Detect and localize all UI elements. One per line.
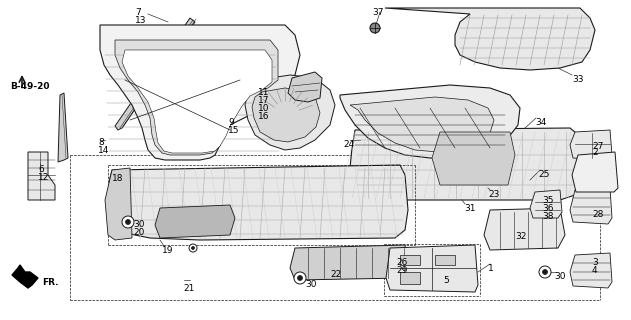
Text: 2: 2 bbox=[592, 148, 598, 157]
Text: 20: 20 bbox=[133, 228, 144, 237]
Circle shape bbox=[189, 244, 197, 252]
Text: 25: 25 bbox=[538, 170, 550, 179]
Text: 24: 24 bbox=[343, 140, 354, 149]
Text: 30: 30 bbox=[133, 220, 144, 229]
Text: 11: 11 bbox=[258, 88, 269, 97]
Text: 29: 29 bbox=[396, 266, 408, 275]
Polygon shape bbox=[484, 208, 565, 250]
Polygon shape bbox=[245, 75, 335, 150]
Text: 18: 18 bbox=[112, 174, 124, 183]
Polygon shape bbox=[108, 165, 408, 240]
Circle shape bbox=[122, 216, 134, 228]
Text: 30: 30 bbox=[554, 272, 565, 281]
Circle shape bbox=[539, 266, 551, 278]
Polygon shape bbox=[288, 72, 322, 102]
Text: 27: 27 bbox=[592, 142, 603, 151]
Polygon shape bbox=[252, 88, 320, 142]
Polygon shape bbox=[570, 188, 612, 224]
Polygon shape bbox=[122, 50, 272, 153]
Polygon shape bbox=[350, 128, 585, 200]
Text: 15: 15 bbox=[228, 126, 240, 135]
Text: 35: 35 bbox=[542, 196, 553, 205]
Text: 16: 16 bbox=[258, 112, 269, 121]
Text: 7: 7 bbox=[135, 8, 141, 17]
Text: 9: 9 bbox=[228, 118, 233, 127]
Polygon shape bbox=[115, 18, 195, 130]
Text: 3: 3 bbox=[592, 258, 598, 267]
Polygon shape bbox=[570, 130, 612, 160]
Text: 26: 26 bbox=[396, 258, 408, 267]
Polygon shape bbox=[340, 85, 520, 158]
Polygon shape bbox=[100, 25, 300, 160]
Text: FR.: FR. bbox=[42, 278, 59, 287]
Text: 31: 31 bbox=[464, 204, 476, 213]
Polygon shape bbox=[115, 40, 278, 155]
Text: 34: 34 bbox=[535, 118, 546, 127]
Polygon shape bbox=[435, 255, 455, 265]
Text: 32: 32 bbox=[515, 232, 526, 241]
Circle shape bbox=[294, 272, 306, 284]
Polygon shape bbox=[105, 168, 132, 240]
Circle shape bbox=[370, 23, 380, 33]
Text: 21: 21 bbox=[183, 284, 194, 293]
Text: 37: 37 bbox=[372, 8, 384, 17]
Text: B-49-20: B-49-20 bbox=[10, 82, 49, 91]
Text: 19: 19 bbox=[162, 246, 174, 255]
Circle shape bbox=[297, 276, 302, 281]
Text: 22: 22 bbox=[330, 270, 341, 279]
Polygon shape bbox=[290, 245, 408, 280]
Text: 5: 5 bbox=[443, 276, 449, 285]
Circle shape bbox=[543, 269, 548, 275]
Text: 23: 23 bbox=[488, 190, 499, 199]
Polygon shape bbox=[28, 152, 55, 200]
Polygon shape bbox=[12, 265, 38, 288]
Polygon shape bbox=[572, 152, 618, 192]
Polygon shape bbox=[400, 272, 420, 284]
Text: 4: 4 bbox=[592, 266, 598, 275]
Text: 17: 17 bbox=[258, 96, 269, 105]
Text: 38: 38 bbox=[542, 212, 553, 221]
Text: 28: 28 bbox=[592, 210, 603, 219]
Polygon shape bbox=[432, 132, 515, 185]
Text: 36: 36 bbox=[542, 204, 553, 213]
Polygon shape bbox=[530, 190, 562, 218]
Circle shape bbox=[191, 246, 194, 250]
Text: 12: 12 bbox=[38, 173, 49, 182]
Polygon shape bbox=[400, 255, 420, 265]
Polygon shape bbox=[386, 245, 478, 292]
Text: 10: 10 bbox=[258, 104, 269, 113]
Text: 14: 14 bbox=[98, 146, 109, 155]
Circle shape bbox=[126, 220, 131, 225]
Polygon shape bbox=[155, 205, 235, 238]
Polygon shape bbox=[385, 8, 595, 70]
Text: 1: 1 bbox=[488, 264, 493, 273]
Polygon shape bbox=[570, 253, 612, 288]
Polygon shape bbox=[58, 93, 68, 162]
Text: 13: 13 bbox=[135, 16, 146, 25]
Text: 30: 30 bbox=[305, 280, 317, 289]
Text: 33: 33 bbox=[572, 75, 584, 84]
Text: 8: 8 bbox=[98, 138, 103, 147]
Text: 6: 6 bbox=[38, 165, 44, 174]
Polygon shape bbox=[350, 97, 494, 152]
